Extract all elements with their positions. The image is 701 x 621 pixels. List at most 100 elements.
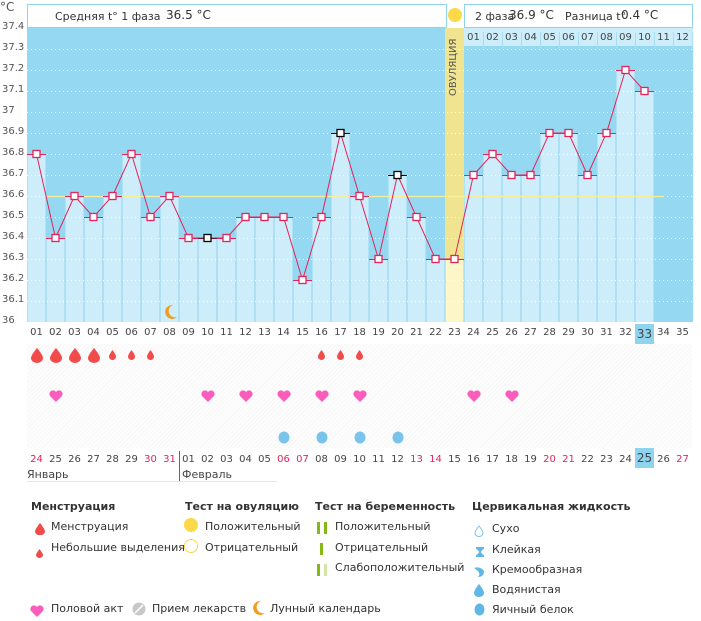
spotting-drop-icon[interactable] [312,345,331,365]
cycle-day-label[interactable]: 17 [334,327,347,338]
menstruation-drop-icon[interactable] [84,345,103,365]
cycle-day-label[interactable]: 06 [125,327,138,338]
cycle-day-label[interactable]: 09 [182,327,195,338]
cycle-day-label[interactable]: 29 [562,327,575,338]
cycle-day-label[interactable]: 04 [87,327,100,338]
cycle-day-label[interactable]: 20 [391,327,404,338]
cycle-day-label[interactable]: 21 [410,327,423,338]
calendar-date[interactable]: 09 [334,454,347,465]
intercourse-heart-icon[interactable] [312,386,331,406]
calendar-date[interactable]: 19 [524,454,537,465]
spotting-drop-icon[interactable] [350,345,369,365]
cycle-day-label[interactable]: 33 [635,324,654,344]
cycle-day-label[interactable]: 10 [201,327,214,338]
cycle-day-label[interactable]: 31 [600,327,613,338]
calendar-date[interactable]: 10 [353,454,366,465]
cycle-day-label[interactable]: 03 [68,327,81,338]
cycle-day-label[interactable]: 23 [448,327,461,338]
calendar-date[interactable]: 24 [30,454,43,465]
calendar-date[interactable]: 26 [657,454,670,465]
cervical-egg-white-icon[interactable] [312,427,331,447]
calendar-date[interactable]: 17 [486,454,499,465]
cycle-day-label[interactable]: 18 [353,327,366,338]
cycle-day-label[interactable]: 22 [429,327,442,338]
menstruation-drop-icon[interactable] [46,345,65,365]
calendar-date[interactable]: 14 [429,454,442,465]
calendar-date[interactable]: 25 [635,448,654,468]
cervical-egg-white-icon[interactable] [274,427,293,447]
cycle-day-label[interactable]: 13 [258,327,271,338]
spotting-drop-icon[interactable] [103,345,122,365]
intercourse-heart-icon[interactable] [464,386,483,406]
cycle-day-label[interactable]: 27 [524,327,537,338]
cycle-day-label[interactable]: 01 [30,327,43,338]
calendar-date[interactable]: 18 [505,454,518,465]
calendar-date[interactable]: 22 [581,454,594,465]
cervical-egg-white-icon[interactable] [388,427,407,447]
calendar-date[interactable]: 27 [87,454,100,465]
calendar-date[interactable]: 30 [144,454,157,465]
cervical-egg-white-icon[interactable] [350,427,369,447]
y-tick-label: 36.6 [2,189,25,200]
cycle-day-label[interactable]: 30 [581,327,594,338]
intercourse-heart-icon[interactable] [274,386,293,406]
cycle-day-label[interactable]: 28 [543,327,556,338]
calendar-date[interactable]: 26 [68,454,81,465]
spotting-drop-icon[interactable] [122,345,141,365]
calendar-date[interactable]: 31 [163,454,176,465]
calendar-date[interactable]: 13 [410,454,423,465]
calendar-date[interactable]: 04 [239,454,252,465]
calendar-date[interactable]: 23 [600,454,613,465]
cycle-day-label[interactable]: 35 [676,327,689,338]
calendar-date[interactable]: 02 [201,454,214,465]
calendar-date[interactable]: 11 [372,454,385,465]
calendar-date[interactable]: 15 [448,454,461,465]
calendar-date[interactable]: 21 [562,454,575,465]
calendar-date[interactable]: 07 [296,454,309,465]
menstruation-drop-icon[interactable] [65,345,84,365]
cycle-day-label[interactable]: 12 [239,327,252,338]
calendar-date[interactable]: 27 [676,454,689,465]
spotting-drop-icon[interactable] [141,345,160,365]
temperature-point [89,212,98,222]
calendar-date[interactable]: 28 [106,454,119,465]
cycle-day-label[interactable]: 34 [657,327,670,338]
intercourse-heart-icon[interactable] [350,386,369,406]
calendar-date[interactable]: 24 [619,454,632,465]
cycle-day-label[interactable]: 15 [296,327,309,338]
intercourse-heart-icon[interactable] [46,386,65,406]
cycle-day-label[interactable]: 02 [49,327,62,338]
calendar-date[interactable]: 12 [391,454,404,465]
legend-spotting: Небольшие выделения [51,541,185,554]
intercourse-heart-icon[interactable] [236,386,255,406]
cycle-day-label[interactable]: 32 [619,327,632,338]
cycle-day-label[interactable]: 16 [315,327,328,338]
cycle-day-label[interactable]: 05 [106,327,119,338]
cycle-day-label[interactable]: 11 [220,327,233,338]
menstruation-drop-icon[interactable] [27,345,46,365]
calendar-date[interactable]: 05 [258,454,271,465]
cycle-day-label[interactable]: 07 [144,327,157,338]
calendar-date[interactable]: 25 [49,454,62,465]
temperature-bar [65,196,84,322]
calendar-date[interactable]: 08 [315,454,328,465]
temperature-bar [597,133,616,322]
spotting-drop-icon[interactable] [331,345,350,365]
calendar-date[interactable]: 16 [467,454,480,465]
cycle-day-label[interactable]: 25 [486,327,499,338]
phase2-day-label: 03 [502,32,522,48]
cycle-day-label[interactable]: 14 [277,327,290,338]
intercourse-heart-icon[interactable] [198,386,217,406]
intercourse-heart-icon[interactable] [502,386,521,406]
cycle-day-label[interactable]: 24 [467,327,480,338]
calendar-date[interactable]: 03 [220,454,233,465]
cycle-day-label[interactable]: 19 [372,327,385,338]
calendar-date[interactable]: 29 [125,454,138,465]
cycle-day-label[interactable]: 26 [505,327,518,338]
calendar-date[interactable]: 20 [543,454,556,465]
cycle-day-label[interactable]: 08 [163,327,176,338]
calendar-date[interactable]: 01 [182,454,195,465]
calendar-date[interactable]: 06 [277,454,290,465]
y-tick-label: 36.8 [2,147,25,158]
temperature-point [298,275,307,285]
